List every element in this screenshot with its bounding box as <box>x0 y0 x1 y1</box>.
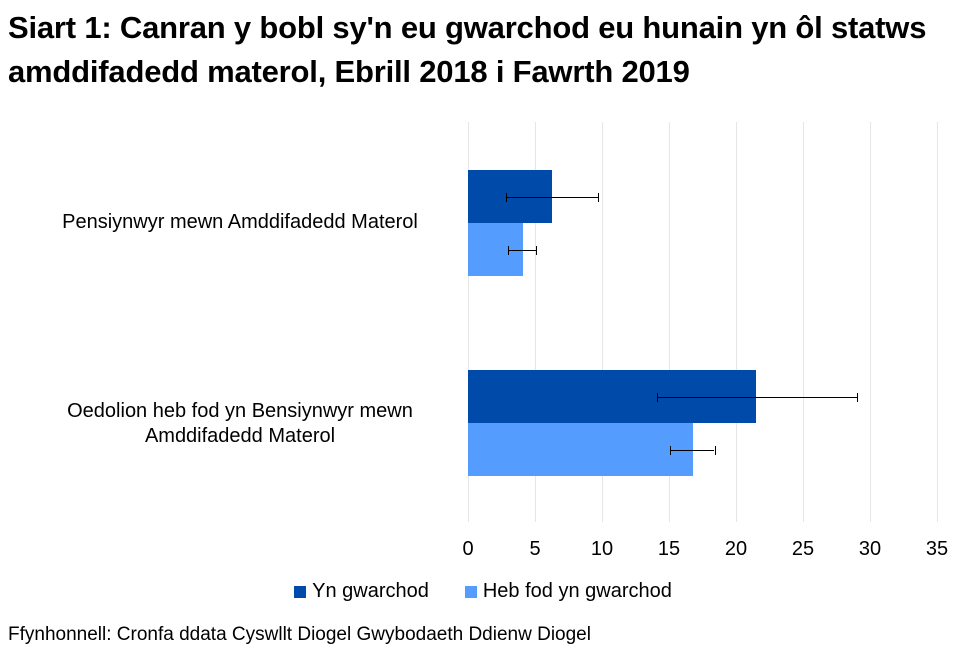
error-cap-low <box>657 393 658 402</box>
bar-shielding <box>468 170 552 223</box>
gridline <box>736 122 737 522</box>
gridline <box>937 122 938 522</box>
chart-title: Siart 1: Canran y bobl sy'n eu gwarchod … <box>8 10 927 89</box>
error-bar <box>670 450 714 451</box>
error-bar <box>506 197 598 198</box>
legend-item-not-shielding: Heb fod yn gwarchod <box>464 580 672 603</box>
gridline <box>669 122 670 522</box>
x-tick-label: 20 <box>724 538 748 560</box>
error-bar <box>657 397 857 398</box>
category-label-non-pensioners-line1: Oedolion heb fod yn Bensiynwyr mewn <box>67 400 413 422</box>
gridline <box>602 122 603 522</box>
gridline <box>803 122 804 522</box>
legend-swatch-shielding <box>294 585 307 598</box>
legend-label-not-shielding: Heb fod yn gwarchod <box>482 580 672 602</box>
source-note: Ffynhonnell: Cronfa ddata Cyswllt Diogel… <box>8 624 591 645</box>
legend: Yn gwarchod Heb fod yn gwarchod <box>0 580 966 603</box>
bar-not-shielding <box>468 223 523 276</box>
bar-shielding <box>468 370 756 423</box>
x-tick-label: 0 <box>462 538 474 560</box>
error-cap-low <box>670 446 671 455</box>
x-tick-label: 5 <box>529 538 541 560</box>
legend-swatch-not-shielding <box>464 585 477 598</box>
error-bar <box>508 250 536 251</box>
error-cap-high <box>598 193 599 202</box>
category-label-non-pensioners-line2: Amddifadedd Materol <box>144 425 336 447</box>
error-cap-high <box>857 393 858 402</box>
legend-item-shielding: Yn gwarchod <box>294 580 429 603</box>
x-tick-label: 25 <box>791 538 815 560</box>
gridline <box>535 122 536 522</box>
error-cap-high <box>536 246 537 255</box>
x-tick-label: 15 <box>657 538 681 560</box>
legend-label-shielding: Yn gwarchod <box>312 580 429 602</box>
category-label-pensioners: Pensiynwyr mewn Amddifadedd Materol <box>62 211 418 233</box>
error-cap-low <box>508 246 509 255</box>
x-tick-label: 35 <box>925 538 949 560</box>
gridline <box>870 122 871 522</box>
error-cap-high <box>715 446 716 455</box>
gridline <box>468 122 469 522</box>
x-tick-label: 10 <box>590 538 614 560</box>
error-cap-low <box>506 193 507 202</box>
x-tick-label: 30 <box>858 538 882 560</box>
bar-not-shielding <box>468 423 693 476</box>
